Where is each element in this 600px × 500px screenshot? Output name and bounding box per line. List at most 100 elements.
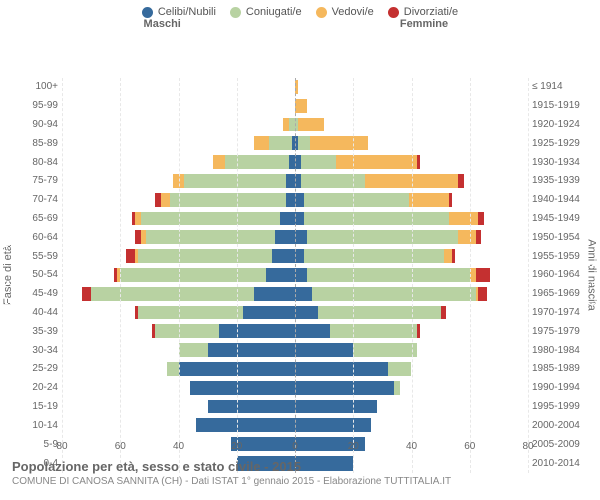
seg-celibi — [295, 418, 371, 432]
seg-coniugati — [318, 306, 440, 320]
seg-vedovi — [254, 136, 269, 150]
seg-celibi — [286, 174, 295, 188]
seg-celibi — [295, 249, 304, 263]
age-label: 60-64 — [24, 232, 58, 243]
seg-divorziati — [126, 249, 135, 263]
gender-labels: Maschi Femmine — [0, 18, 600, 36]
seg-coniugati — [394, 381, 400, 395]
footer: Popolazione per età, sesso e stato civil… — [12, 459, 451, 487]
birth-year-label: 1965-1969 — [532, 288, 590, 299]
seg-coniugati — [304, 249, 444, 263]
birth-year-label: 1930-1934 — [532, 157, 590, 168]
pyramid-row: 25-291985-1989 — [0, 360, 600, 379]
age-label: 25-29 — [24, 363, 58, 374]
seg-coniugati — [179, 343, 208, 357]
seg-celibi — [295, 400, 377, 414]
seg-celibi — [266, 268, 295, 282]
legend-swatch — [142, 7, 153, 18]
pyramid-row: 55-591955-1959 — [0, 247, 600, 266]
age-label: 70-74 — [24, 194, 58, 205]
age-label: 30-34 — [24, 345, 58, 356]
pyramid-row: 20-241990-1994 — [0, 379, 600, 398]
grid-line — [353, 78, 354, 473]
legend-label: Vedovi/e — [332, 6, 374, 18]
seg-coniugati — [138, 249, 272, 263]
seg-coniugati — [388, 362, 411, 376]
seg-divorziati — [417, 324, 420, 338]
seg-coniugati — [184, 174, 286, 188]
female-label: Femmine — [400, 18, 448, 30]
age-label: 65-69 — [24, 213, 58, 224]
birth-year-label: 1950-1954 — [532, 232, 590, 243]
seg-celibi — [295, 324, 330, 338]
age-label: 35-39 — [24, 326, 58, 337]
seg-divorziati — [417, 155, 420, 169]
seg-coniugati — [304, 212, 450, 226]
birth-year-label: 1935-1939 — [532, 175, 590, 186]
seg-celibi — [208, 343, 295, 357]
age-label: 45-49 — [24, 288, 58, 299]
legend-swatch — [316, 7, 327, 18]
population-pyramid-chart: Celibi/Nubili Coniugati/e Vedovi/e Divorzia… — [0, 0, 600, 500]
seg-vedovi — [336, 155, 418, 169]
seg-coniugati — [170, 193, 287, 207]
age-label: 20-24 — [24, 382, 58, 393]
seg-coniugati — [120, 268, 266, 282]
seg-coniugati — [304, 193, 409, 207]
seg-celibi — [295, 212, 304, 226]
pyramid-row: 80-84 1930-1934 — [0, 153, 600, 172]
legend-item: Divorziati/e — [388, 6, 458, 18]
grid-line — [528, 78, 529, 473]
rows-container: 100+≤ 191495-991915-191990-941920-192485… — [0, 78, 600, 473]
seg-coniugati — [307, 230, 458, 244]
seg-coniugati — [167, 362, 179, 376]
pyramid-row: 10-142000-2004 — [0, 416, 600, 435]
grid-line — [120, 78, 121, 473]
x-tick: 60 — [115, 441, 126, 452]
grid-line — [62, 78, 63, 473]
legend-item: Vedovi/e — [316, 6, 374, 18]
seg-vedovi — [310, 136, 368, 150]
footer-subtitle: COMUNE DI CANOSA SANNITA (CH) - Dati IST… — [12, 476, 451, 487]
legend-label: Celibi/Nubili — [158, 6, 216, 18]
plot-area: Fasce di età Anni di nascita 100+≤ 19149… — [0, 78, 600, 473]
grid-line — [237, 78, 238, 473]
x-axis-ticks: 80604020020406080 — [0, 441, 600, 455]
legend: Celibi/Nubili Coniugati/e Vedovi/e Divorzia… — [0, 0, 600, 18]
birth-year-label: 1975-1979 — [532, 326, 590, 337]
seg-coniugati — [269, 136, 292, 150]
seg-celibi — [295, 306, 318, 320]
seg-celibi — [254, 287, 295, 301]
legend-item: Celibi/Nubili — [142, 6, 216, 18]
pyramid-row: 95-991915-1919 — [0, 97, 600, 116]
seg-coniugati — [312, 287, 475, 301]
seg-vedovi — [449, 212, 478, 226]
pyramid-row: 75-791935-1939 — [0, 172, 600, 191]
age-label: 85-89 — [24, 138, 58, 149]
seg-coniugati — [298, 136, 310, 150]
legend-swatch — [388, 7, 399, 18]
center-line — [295, 78, 296, 473]
pyramid-row: 45-49 1965-1969 — [0, 285, 600, 304]
pyramid-row: 65-691945-1949 — [0, 210, 600, 229]
pyramid-row: 35-39 1975-1979 — [0, 322, 600, 341]
seg-coniugati — [301, 155, 336, 169]
grid-line — [179, 78, 180, 473]
grid-line — [470, 78, 471, 473]
x-tick: 80 — [56, 441, 67, 452]
pyramid-row: 100+≤ 1914 — [0, 78, 600, 97]
age-label: 80-84 — [24, 157, 58, 168]
seg-celibi — [196, 418, 295, 432]
birth-year-label: 1925-1929 — [532, 138, 590, 149]
birth-year-label: 1995-1999 — [532, 401, 590, 412]
seg-divorziati — [452, 249, 455, 263]
seg-coniugati — [146, 230, 274, 244]
seg-celibi — [286, 193, 295, 207]
seg-vedovi — [213, 155, 225, 169]
pyramid-row: 50-541960-1964 — [0, 266, 600, 285]
age-label: 40-44 — [24, 307, 58, 318]
seg-celibi — [190, 381, 295, 395]
legend-label: Coniugati/e — [246, 6, 302, 18]
pyramid-row: 15-191995-1999 — [0, 398, 600, 417]
age-label: 50-54 — [24, 269, 58, 280]
